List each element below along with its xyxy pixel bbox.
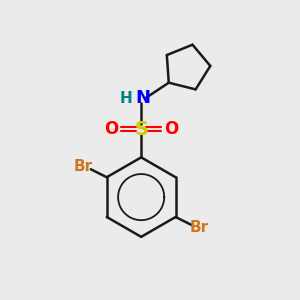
Text: Br: Br [74,159,93,174]
Text: N: N [135,89,150,107]
Text: S: S [134,120,148,139]
Text: H: H [119,91,132,106]
Text: O: O [164,120,178,138]
Text: Br: Br [190,220,209,235]
Text: O: O [104,120,118,138]
